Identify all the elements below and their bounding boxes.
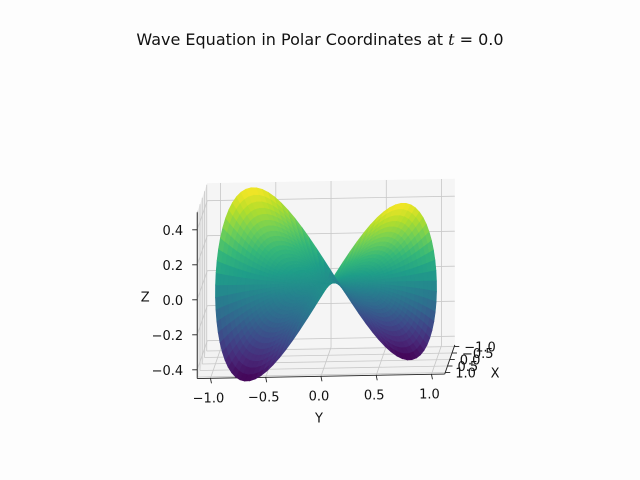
y-tick-label: 1.0	[419, 387, 440, 402]
surface-facet	[419, 280, 425, 290]
surface-facet	[393, 277, 399, 283]
surface-facet	[227, 284, 233, 295]
surface-facet	[240, 284, 246, 293]
surface-facet	[219, 284, 225, 297]
surface-facet	[397, 276, 403, 282]
surface-facet	[236, 276, 242, 285]
surface-facet	[410, 274, 416, 282]
surface-facet	[431, 270, 437, 282]
surface-facet	[249, 284, 255, 291]
y-tick-mark	[320, 376, 323, 382]
surface-facet	[397, 281, 403, 287]
surface-facet	[423, 280, 429, 291]
x-tick-label: 0.5	[458, 360, 479, 375]
y-tick-mark	[210, 378, 212, 384]
surface-facet	[414, 281, 420, 290]
surface-facet	[240, 276, 246, 285]
y-tick-mark	[375, 375, 378, 381]
grid-line	[196, 235, 208, 265]
surface-facet	[253, 288, 259, 296]
chart-title-eq: = 0.0	[454, 30, 504, 49]
grid-line	[196, 200, 208, 230]
surface-facet	[406, 275, 412, 282]
surface-facet	[261, 283, 267, 289]
y-tick-label: 0.5	[364, 388, 385, 403]
surface-facet	[215, 284, 221, 298]
surface-facet	[257, 279, 263, 285]
grid-line	[196, 340, 208, 370]
surface-facet	[215, 295, 221, 310]
surface-facet	[257, 283, 263, 290]
surface-facet	[431, 290, 437, 303]
z-tick-label: 0.4	[163, 224, 184, 239]
z-tick-label: −0.2	[152, 329, 184, 344]
surface-facet	[384, 278, 391, 283]
surface-facet	[232, 284, 238, 294]
surface-facet	[232, 292, 238, 303]
surface-facet	[427, 280, 433, 292]
surface-facet	[244, 277, 251, 285]
surface-facet	[414, 273, 420, 282]
surface-facet	[223, 294, 229, 307]
surface-facet	[249, 277, 255, 285]
x-tick-label: 0.0	[460, 354, 481, 369]
surface-facet	[376, 279, 382, 283]
chart-title: Wave Equation in Polar Coordinates at t …	[0, 30, 640, 49]
grid-line	[196, 305, 208, 335]
surface-facet	[402, 281, 408, 288]
surface-facet	[244, 290, 251, 299]
surface-facet	[227, 293, 234, 305]
chart-title-text: Wave Equation in Polar Coordinates at	[136, 30, 444, 49]
y-tick-label: −0.5	[248, 390, 280, 405]
surface-facet	[240, 290, 246, 300]
z-axis-label: Z	[141, 290, 150, 305]
surface-facet	[430, 259, 437, 272]
surface-facet	[215, 260, 222, 274]
z-tick-label: −0.4	[152, 364, 184, 379]
surface-facet	[380, 278, 386, 283]
x-tick-label: −0.5	[462, 347, 494, 362]
surface-facet	[232, 275, 238, 285]
surface-facet	[244, 284, 250, 292]
y-tick-mark	[431, 374, 433, 380]
x-tick-label: 1.0	[455, 367, 476, 382]
y-tick-label: 0.0	[309, 389, 330, 404]
surface-facet	[431, 280, 437, 292]
surface-facet	[236, 291, 242, 302]
z-tick-label: 0.0	[163, 294, 184, 309]
surface-facet	[266, 283, 272, 289]
surface-facet	[223, 273, 230, 286]
surface-facet	[389, 277, 395, 283]
surface-facet	[274, 283, 280, 288]
surface-facet	[223, 284, 229, 296]
y-tick-label: −1.0	[193, 391, 225, 406]
grid-line	[196, 270, 208, 300]
x-axis-label: X	[491, 366, 500, 381]
surface-facet	[308, 236, 317, 251]
y-axis-label: Y	[314, 411, 323, 426]
z-tick-label: 0.2	[163, 259, 184, 274]
surface-facet	[253, 283, 259, 291]
x-tick-label: −1.0	[464, 341, 496, 356]
surface-facet	[410, 281, 416, 289]
surface-facet	[278, 283, 284, 287]
surface-facet	[219, 294, 225, 308]
surface-facet	[249, 289, 255, 297]
y-tick-mark	[265, 377, 268, 383]
surface-facet	[253, 278, 259, 285]
surface-facet	[236, 284, 242, 294]
tick-labels: −1.0 −0.5 0.0 0.5 1.0−1.0−0.50.00.51.00.40.2…	[141, 224, 500, 427]
surface-facet	[406, 281, 412, 288]
surface-facet	[227, 274, 234, 286]
surface-facet	[270, 283, 276, 288]
chart-title-var: t	[448, 30, 455, 49]
surface-facet	[418, 272, 425, 282]
surface-facet	[401, 275, 408, 282]
surface-mesh	[215, 187, 437, 382]
